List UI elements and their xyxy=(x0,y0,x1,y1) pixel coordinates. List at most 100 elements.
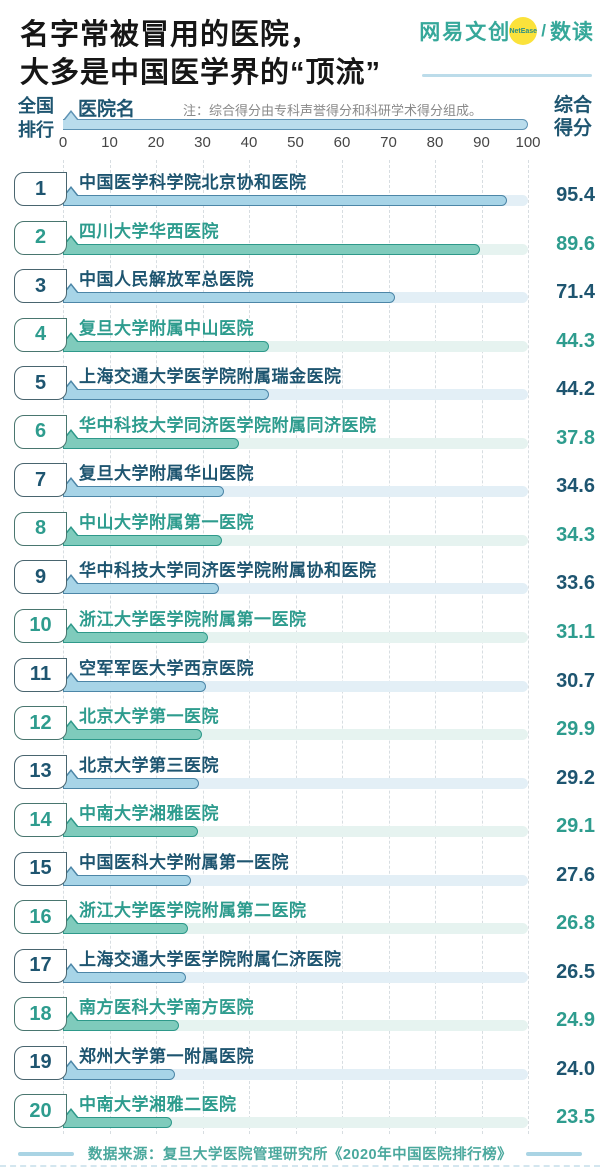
axis-tick-20: 20 xyxy=(147,134,165,151)
rank-number: 19 xyxy=(29,1051,52,1074)
hospital-name: 中国医科大学附属第一医院 xyxy=(79,852,289,872)
rank-number: 3 xyxy=(34,274,47,297)
logo-separator: / xyxy=(541,21,546,40)
bar-track xyxy=(63,1068,528,1080)
table-row: 7 复旦大学附属华山医院 34.6 xyxy=(0,457,600,505)
score-bar xyxy=(63,680,206,692)
bar-track xyxy=(63,923,528,935)
axis-tick-90: 90 xyxy=(473,134,490,151)
table-row: 16 浙江大学医学院附属第二医院 26.8 xyxy=(0,894,600,942)
bar-track xyxy=(63,631,528,643)
score-value: 44.3 xyxy=(556,329,595,352)
table-row: 2 四川大学华西医院 89.6 xyxy=(0,215,600,263)
bottom-dashed-divider xyxy=(0,1165,600,1167)
hospital-name: 华中科技大学同济医学院附属协和医院 xyxy=(79,561,377,581)
score-value: 27.6 xyxy=(556,863,595,886)
rank-badge: 9 xyxy=(14,560,67,595)
axis-tick-10: 10 xyxy=(101,134,118,151)
hospital-name: 四川大学华西医院 xyxy=(79,221,219,241)
rank-badge: 18 xyxy=(14,997,67,1032)
rank-number: 7 xyxy=(34,468,47,491)
axis-tick-100: 100 xyxy=(515,134,541,151)
bar-track xyxy=(63,437,528,449)
rank-badge: 17 xyxy=(14,948,67,983)
score-bar xyxy=(63,195,507,206)
gridline-0 xyxy=(63,160,64,1134)
rank-badge: 10 xyxy=(14,608,67,643)
bar-track xyxy=(63,340,528,352)
score-bar xyxy=(63,1020,179,1032)
score-bar xyxy=(63,534,223,546)
axis-tick-40: 40 xyxy=(240,134,258,151)
rank-number: 16 xyxy=(29,905,52,928)
axis-scale-bar xyxy=(63,119,528,130)
hospital-name: 北京大学第一医院 xyxy=(79,707,219,727)
rank-badge: 3 xyxy=(14,269,67,304)
score-value: 33.6 xyxy=(556,572,595,595)
score-bar xyxy=(63,826,199,838)
rank-badge: 14 xyxy=(14,803,67,838)
rank-badge: 1 xyxy=(14,172,67,206)
gridline-30 xyxy=(202,160,204,1134)
score-value: 29.2 xyxy=(556,766,595,789)
column-header-hospital-name: 医院名 xyxy=(78,99,136,120)
score-value: 34.3 xyxy=(556,523,595,546)
score-value: 95.4 xyxy=(556,184,595,206)
score-value: 26.5 xyxy=(556,960,595,983)
footer-right-dash xyxy=(526,1151,583,1156)
score-value: 24.0 xyxy=(556,1057,595,1080)
gridline-90 xyxy=(481,160,483,1134)
gridline-10 xyxy=(109,160,111,1134)
score-value: 26.8 xyxy=(556,912,595,935)
rank-number: 8 xyxy=(34,517,47,540)
table-row: 17 上海交通大学医学院附属仁济医院 26.5 xyxy=(0,943,600,991)
table-row: 13 北京大学第三医院 29.2 xyxy=(0,749,600,797)
hospital-name: 复旦大学附属华山医院 xyxy=(79,464,254,484)
score-note: 注：综合得分由专科声誉得分和科研学术得分组成。 xyxy=(183,103,483,118)
score-bar xyxy=(63,340,269,352)
score-bar xyxy=(63,631,208,643)
hospital-name: 上海交通大学医学院附属仁济医院 xyxy=(79,949,342,969)
table-row: 1 中国医学科学院北京协和医院 95.4 xyxy=(0,166,600,214)
rank-number: 10 xyxy=(29,614,52,637)
score-bar xyxy=(63,583,220,595)
logo-product-text: 数读 xyxy=(550,21,594,44)
table-row: 20 中南大学湘雅二医院 23.5 xyxy=(0,1088,600,1136)
table-row: 18 南方医科大学南方医院 24.9 xyxy=(0,991,600,1039)
bar-track xyxy=(63,826,528,838)
score-value: 23.5 xyxy=(556,1106,595,1129)
score-value: 24.9 xyxy=(556,1009,595,1032)
axis-tick-30: 30 xyxy=(194,134,211,151)
table-row: 19 郑州大学第一附属医院 24.0 xyxy=(0,1040,600,1088)
table-row: 12 北京大学第一医院 29.9 xyxy=(0,700,600,748)
rank-badge: 16 xyxy=(14,900,67,935)
data-source-text: 数据来源：复旦大学医院管理研究所《2020年中国医院排行榜》 xyxy=(87,1147,513,1163)
hospital-name: 南方医科大学南方医院 xyxy=(79,998,254,1018)
gridline-60 xyxy=(342,160,343,1134)
hospital-name: 北京大学第三医院 xyxy=(79,755,219,775)
table-row: 3 中国人民解放军总医院 71.4 xyxy=(0,263,600,311)
footer: 数据来源：复旦大学医院管理研究所《2020年中国医院排行榜》 xyxy=(0,1143,600,1164)
hospital-name: 中国人民解放军总医院 xyxy=(79,270,254,290)
bar-track xyxy=(63,534,528,546)
axis-tick-80: 80 xyxy=(426,134,444,151)
rank-number: 4 xyxy=(34,323,47,346)
bar-rows: 1 中国医学科学院北京协和医院 95.4 2 四川大学华西医院 89.6 3 中… xyxy=(0,160,600,1138)
score-bar xyxy=(63,486,224,498)
table-row: 15 中国医科大学附属第一医院 27.6 xyxy=(0,846,600,894)
table-row: 14 中南大学湘雅医院 29.1 xyxy=(0,797,600,845)
hospital-name: 浙江大学医学院附属第二医院 xyxy=(79,901,307,921)
gridline-70 xyxy=(388,160,390,1134)
table-row: 10 浙江大学医学院附属第一医院 31.1 xyxy=(0,603,600,651)
score-value: 44.2 xyxy=(556,378,595,401)
rank-badge: 5 xyxy=(14,366,67,401)
score-value: 34.6 xyxy=(556,475,595,498)
axis-tick-60: 60 xyxy=(333,134,351,151)
bar-track xyxy=(63,729,528,741)
bar-track xyxy=(63,389,528,401)
score-value: 37.8 xyxy=(556,426,595,449)
rank-number: 12 xyxy=(29,711,52,734)
axis-tick-0: 0 xyxy=(58,134,68,151)
gridline-50 xyxy=(295,160,297,1134)
